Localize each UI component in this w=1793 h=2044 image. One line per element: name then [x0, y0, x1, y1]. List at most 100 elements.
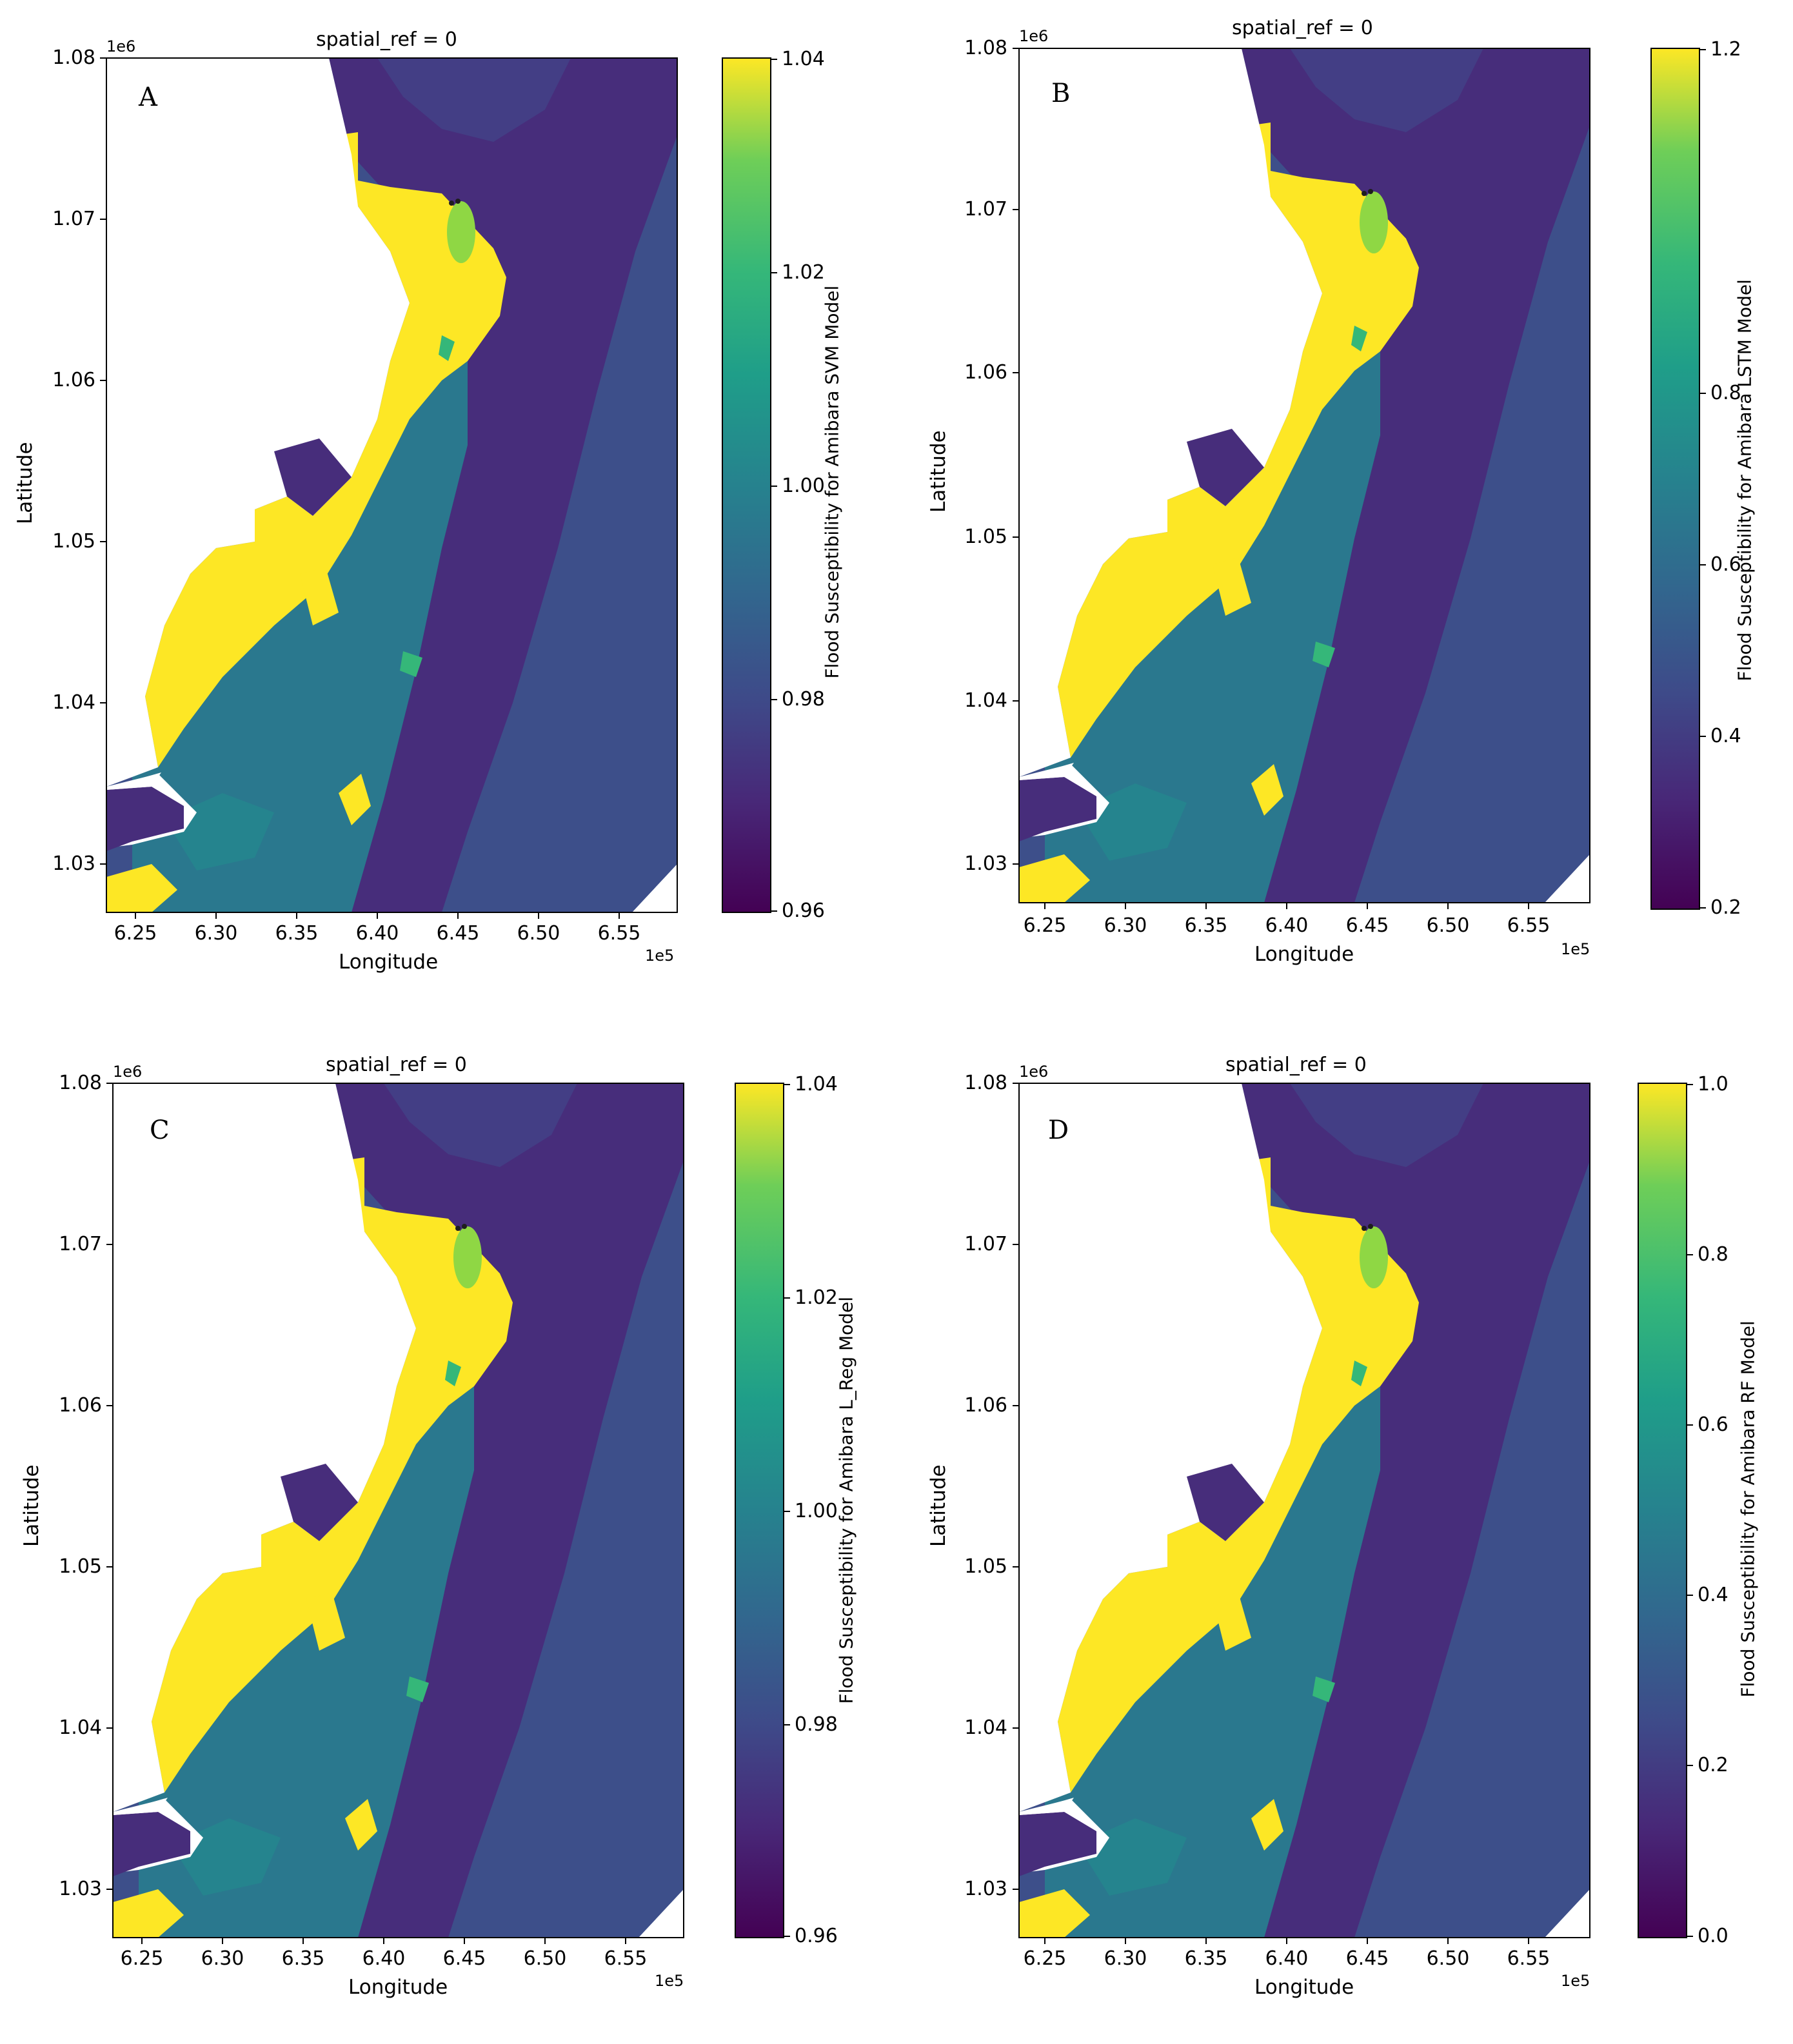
x-tick-label-b: 6.45: [1345, 914, 1389, 937]
colorbar-tick-label-c: 1.00: [795, 1500, 838, 1522]
y-tick-label-c: 1.06: [59, 1394, 102, 1417]
y-axis-label-c: Latitude: [20, 1464, 43, 1547]
y-tick-label-b: 1.04: [964, 689, 1007, 712]
y-tick-label-c: 1.08: [59, 1072, 102, 1094]
x-tick-label-b: 6.40: [1265, 914, 1309, 937]
y-tick-marks-c: [106, 1083, 113, 1890]
colorbar-tick-label-b: 0.8: [1710, 382, 1741, 404]
y-tick-marks-d: [1013, 1083, 1019, 1890]
y-tick-label-d: 1.05: [964, 1555, 1007, 1578]
y-tick-marks-a: [100, 57, 106, 865]
x-tick-label-a: 6.40: [355, 922, 399, 945]
x-exponent-b: 1e5: [1561, 940, 1590, 958]
y-tick-label-d: 1.03: [964, 1878, 1007, 1900]
colorbar-c: [735, 1083, 784, 1938]
colorbar-tick-label-d: 1.0: [1698, 1073, 1729, 1096]
colorbar-label-a: Flood Susceptibility for Amibara SVM Mod…: [821, 285, 843, 679]
colorbar-tick-label-d: 0.2: [1698, 1754, 1729, 1776]
colorbar-d: [1638, 1083, 1687, 1938]
x-tick-label-a: 6.55: [597, 922, 641, 945]
y-tick-label-a: 1.05: [52, 530, 95, 553]
colorbar-tick-label-b: 0.2: [1710, 896, 1741, 919]
x-axis-label-b: Longitude: [1254, 943, 1354, 966]
x-tick-label-c: 6.30: [201, 1947, 244, 1970]
y-tick-label-d: 1.04: [964, 1716, 1007, 1739]
colorbar-tick-label-a: 0.98: [782, 688, 825, 711]
x-tick-label-b: 6.55: [1507, 914, 1550, 937]
colorbar-tick-marks-d: [1687, 1084, 1693, 1937]
x-tick-label-a: 6.50: [517, 922, 560, 945]
y-tick-label-a: 1.04: [52, 691, 95, 714]
x-tick-label-c: 6.35: [281, 1947, 325, 1970]
y-tick-label-c: 1.04: [59, 1716, 102, 1739]
colorbar-tick-label-d: 0.0: [1698, 1925, 1729, 1947]
x-axis-label-a: Longitude: [339, 950, 439, 974]
panel-d-graphics: [1013, 1083, 1693, 1944]
plot-title-b: spatial_ref = 0: [1232, 17, 1373, 39]
y-tick-label-a: 1.07: [52, 208, 95, 230]
panel-label-c: C: [150, 1115, 170, 1145]
colorbar-a: [722, 57, 771, 913]
y-tick-label-d: 1.06: [964, 1394, 1007, 1417]
colorbar-tick-label-d: 0.4: [1698, 1584, 1729, 1606]
y-tick-label-b: 1.06: [964, 361, 1007, 384]
x-exponent-a: 1e5: [645, 947, 675, 965]
x-tick-label-d: 6.35: [1184, 1947, 1228, 1970]
colorbar-tick-label-c: 0.96: [795, 1925, 838, 1947]
colorbar-tick-label-c: 1.04: [795, 1073, 838, 1096]
y-tick-label-a: 1.08: [52, 46, 95, 69]
x-axis-label-c: Longitude: [348, 1976, 448, 1999]
x-tick-marks-a: [135, 912, 620, 919]
x-tick-label-b: 6.50: [1426, 914, 1470, 937]
colorbar-tick-label-c: 1.02: [795, 1286, 838, 1309]
y-exponent-b: 1e6: [1019, 27, 1049, 45]
panel-b-graphics: [1013, 48, 1706, 910]
panel-c: spatial_ref = 0 1e6 1e5 C 1.08 1.07 1.06…: [0, 1025, 896, 2044]
x-tick-label-b: 6.25: [1023, 914, 1067, 937]
flood-map-c: [113, 1083, 684, 1938]
colorbar-label-d: Flood Susceptibility for Amibara RF Mode…: [1737, 1321, 1759, 1698]
colorbar-tick-label-b: 0.6: [1710, 553, 1741, 576]
plot-frame-c: [112, 1083, 684, 1938]
y-tick-label-b: 1.07: [964, 198, 1007, 221]
plot-title-c: spatial_ref = 0: [326, 1054, 467, 1076]
colorbar-tick-marks-c: [784, 1084, 790, 1937]
x-tick-label-b: 6.35: [1184, 914, 1228, 937]
x-exponent-c: 1e5: [655, 1972, 684, 1990]
y-tick-label-a: 1.06: [52, 369, 95, 391]
plot-title-d: spatial_ref = 0: [1225, 1054, 1367, 1076]
colorbar-tick-label-d: 0.6: [1698, 1413, 1729, 1436]
x-tick-label-d: 6.50: [1426, 1947, 1470, 1970]
x-axis-label-d: Longitude: [1254, 1976, 1354, 1999]
x-tick-label-c: 6.25: [120, 1947, 164, 1970]
colorbar-tick-label-b: 1.2: [1710, 38, 1741, 61]
colorbar-tick-label-b: 0.4: [1710, 725, 1741, 747]
x-tick-label-b: 6.30: [1104, 914, 1147, 937]
x-tick-label-d: 6.40: [1265, 1947, 1309, 1970]
colorbar-label-b: Flood Susceptibility for Amibara LSTM Mo…: [1734, 279, 1756, 682]
x-tick-label-a: 6.45: [436, 922, 480, 945]
x-tick-label-d: 6.45: [1345, 1947, 1389, 1970]
panel-a-graphics: [100, 57, 777, 919]
panel-c-graphics: [106, 1083, 790, 1944]
colorbar-tick-marks-b: [1699, 49, 1706, 909]
x-tick-label-d: 6.25: [1023, 1947, 1067, 1970]
y-tick-label-c: 1.05: [59, 1555, 102, 1578]
y-tick-label-a: 1.03: [52, 852, 95, 875]
x-tick-label-d: 6.30: [1104, 1947, 1147, 1970]
y-tick-label-d: 1.07: [964, 1233, 1007, 1255]
y-axis-label-a: Latitude: [14, 442, 37, 524]
y-exponent-a: 1e6: [106, 37, 136, 55]
plot-frame-b: [1018, 48, 1590, 903]
y-tick-label-b: 1.08: [964, 37, 1007, 59]
x-tick-label-c: 6.50: [523, 1947, 567, 1970]
x-tick-label-a: 6.25: [114, 922, 157, 945]
y-tick-label-b: 1.03: [964, 852, 1007, 875]
plot-title-a: spatial_ref = 0: [316, 28, 457, 51]
y-tick-label-c: 1.07: [59, 1233, 102, 1255]
x-tick-marks-d: [1044, 1938, 1529, 1944]
colorbar-tick-label-a: 0.96: [782, 899, 825, 922]
y-tick-label-c: 1.03: [59, 1878, 102, 1900]
panel-a: spatial_ref = 0 1e6 1e5 A 1.08 1.07 1.06…: [0, 0, 896, 1019]
y-exponent-d: 1e6: [1019, 1063, 1049, 1081]
